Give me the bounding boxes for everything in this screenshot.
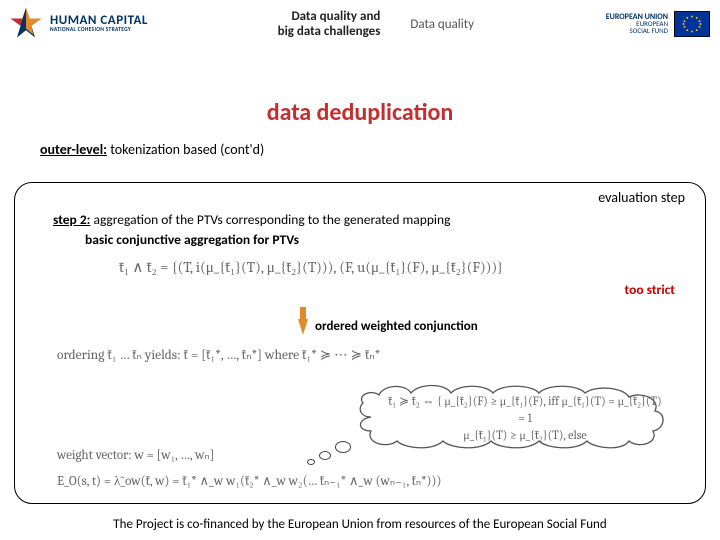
content-box: evaluation step step 2: aggregation of t… <box>14 182 706 504</box>
star-icon <box>8 6 44 42</box>
slide-title-block: Data quality and big data challenges <box>268 9 391 39</box>
cloud-bubble-3 <box>307 459 315 465</box>
arrow-down-icon <box>298 319 308 335</box>
human-capital-logo: HUMAN CAPITAL NATIONAL COHESION STRATEGY <box>0 6 148 42</box>
cloud-formula: t̃₁ ≽ t̃₂ ⇔ { μ_{t̃₂}(F) ≥ μ_{t̃₁}(F), i… <box>385 393 665 443</box>
cloud-line2: μ_{t̃₁}(T) ≥ μ_{t̃₂}(T), else <box>463 428 586 442</box>
human-capital-text: HUMAN CAPITAL NATIONAL COHESION STRATEGY <box>50 15 148 33</box>
footer-text: The Project is co-financed by the Europe… <box>0 517 720 532</box>
eu-logo-block: EUROPEAN UNION EUROPEAN SOCIAL FUND <box>606 11 710 37</box>
formula-conjunctive-aggregation: t̃₁ ∧ t̃₂ = {(T, i(μ_{t̃₁}(T), μ_{t̃₂}(T… <box>119 258 503 277</box>
cloud-line1: t̃₁ ≽ t̃₂ ⇔ { μ_{t̃₂}(F) ≥ μ_{t̃₁}(F), i… <box>388 394 661 425</box>
section-title-plain: data deduplica <box>267 98 414 127</box>
basic-conj-label: basic conjunctive aggregation for PTVs <box>85 231 299 248</box>
header-bar: HUMAN CAPITAL NATIONAL COHESION STRATEGY… <box>0 0 720 48</box>
slide-title-line2: big data challenges <box>278 24 381 39</box>
subtitle: outer-level: tokenization based (cont'd) <box>40 141 720 158</box>
slide-title-line1: Data quality and <box>291 9 380 24</box>
eu-text: EUROPEAN UNION EUROPEAN SOCIAL FUND <box>606 14 668 35</box>
formula-ordering: ordering t̃₁ … t̃ₙ yields: t̃ = [t̃₁*, …… <box>57 347 380 363</box>
too-strict-label: too strict <box>625 281 675 298</box>
hc-sub-label: NATIONAL COHESION STRATEGY <box>50 28 148 33</box>
title-wrap: Data quality and big data challenges Dat… <box>268 9 474 39</box>
cloud-bubble-1 <box>335 441 351 453</box>
evaluation-step-label: evaluation step <box>598 189 685 206</box>
subtitle-underlined: outer-level: <box>40 141 107 158</box>
section-title-red: tion <box>413 98 453 127</box>
formula-weight-vector: weight vector: w = [w₁, …, wₙ] <box>57 447 214 463</box>
slide-title-sublabel: Data quality <box>398 17 474 32</box>
step2-text: aggregation of the PTVs corresponding to… <box>90 211 450 228</box>
cloud-bubble-2 <box>319 451 331 460</box>
subtitle-rest: tokenization based (cont'd) <box>107 141 264 158</box>
eu-flag-icon <box>674 11 710 37</box>
hc-main-label: HUMAN CAPITAL <box>50 15 148 27</box>
formula-eo: E_O(s, t) = λ̃_ow(t̃, w) = t̃₁* ∧_w w₁(t… <box>57 473 441 489</box>
eu-line2b: SOCIAL FUND <box>630 28 668 35</box>
step2-label: step 2: <box>53 211 90 228</box>
ordered-weighted-conj-label: ordered weighted conjunction <box>315 319 478 334</box>
step2-line: step 2: aggregation of the PTVs correspo… <box>53 211 450 228</box>
section-title: data deduplication <box>0 98 720 127</box>
